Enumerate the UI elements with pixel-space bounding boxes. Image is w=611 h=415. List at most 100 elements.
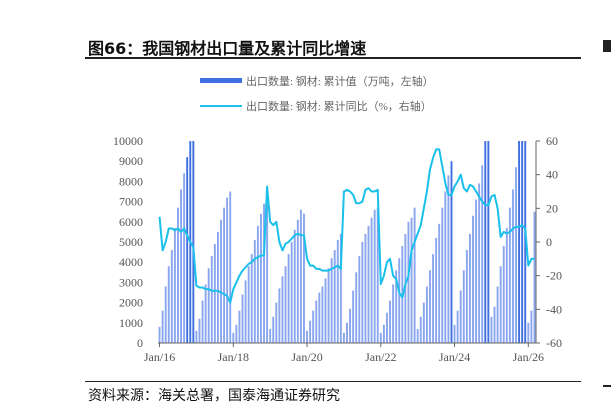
bar <box>321 286 324 343</box>
left-tick-label: 0 <box>137 336 143 350</box>
bar <box>281 276 284 343</box>
bar <box>226 197 229 343</box>
bar <box>244 280 247 343</box>
bar <box>496 286 499 343</box>
x-tick-label: Jan/26 <box>513 350 544 364</box>
bar <box>272 316 275 343</box>
x-tick-label: Jan/16 <box>144 350 175 364</box>
right-tick-label: 0 <box>546 235 552 249</box>
bar <box>229 191 232 343</box>
bar <box>333 250 336 343</box>
bar <box>186 157 189 343</box>
bar <box>256 225 259 343</box>
bar <box>299 209 302 343</box>
left-tick-label: 5000 <box>119 235 143 249</box>
bar <box>410 217 413 343</box>
bar <box>502 246 505 343</box>
x-tick-label: Jan/20 <box>291 350 322 364</box>
bar <box>309 320 312 343</box>
bar <box>429 270 431 343</box>
bar <box>164 286 167 343</box>
bar <box>352 290 355 343</box>
bar <box>201 300 204 343</box>
bar <box>364 233 367 343</box>
bar <box>490 316 493 343</box>
bar <box>441 207 444 343</box>
bar <box>346 322 348 343</box>
bar <box>419 316 422 343</box>
bar <box>432 254 435 343</box>
bar <box>438 223 441 343</box>
bar <box>376 207 379 343</box>
bar <box>481 165 484 343</box>
bar <box>177 207 179 343</box>
bar <box>238 310 241 343</box>
bar <box>487 141 490 343</box>
bar <box>250 254 253 343</box>
bar <box>386 312 388 343</box>
bar <box>373 209 376 343</box>
bar <box>241 294 244 343</box>
bar <box>484 141 487 343</box>
bar <box>275 302 278 343</box>
bar <box>318 292 321 343</box>
bar <box>527 322 530 343</box>
bar <box>512 189 514 343</box>
right-tick-label: -60 <box>546 336 562 350</box>
legend-label-line: 出口数量: 钢材: 累计同比（%，右轴） <box>246 99 432 113</box>
bar <box>478 183 481 343</box>
bar <box>303 213 305 343</box>
bar <box>493 306 496 343</box>
line-series <box>158 148 535 304</box>
bar <box>413 207 416 343</box>
bar <box>290 242 293 343</box>
bar <box>339 233 342 343</box>
bar <box>382 324 385 343</box>
bar <box>518 141 521 343</box>
bar <box>379 332 382 343</box>
right-tick-label: 20 <box>546 201 558 215</box>
bar <box>266 203 269 343</box>
bar <box>213 244 216 343</box>
bar <box>462 270 465 343</box>
bar <box>253 239 256 343</box>
bar <box>508 207 511 343</box>
bar <box>223 207 226 343</box>
bar <box>425 286 428 343</box>
bar <box>533 211 536 343</box>
x-tick-label: Jan/22 <box>365 350 396 364</box>
bar <box>444 191 447 343</box>
bar <box>263 203 265 343</box>
bar <box>293 229 296 343</box>
bar <box>398 258 401 343</box>
bar <box>195 330 198 343</box>
left-tick-label: 8000 <box>119 174 143 188</box>
bar <box>287 254 290 343</box>
source-note: 资料来源：海关总署，国泰海通证券研究 <box>88 388 340 404</box>
bar <box>173 227 176 343</box>
legend-swatch-bar <box>200 78 242 83</box>
bar <box>499 266 502 343</box>
bar <box>278 288 281 343</box>
bar <box>312 310 315 343</box>
bar <box>349 308 352 343</box>
bar <box>515 167 517 343</box>
bar <box>315 300 318 343</box>
right-tick-label: 40 <box>546 168 558 182</box>
bar <box>260 213 262 343</box>
bar <box>465 250 468 343</box>
bar <box>422 302 425 343</box>
bar <box>342 332 345 343</box>
bar <box>521 141 524 343</box>
bar <box>161 310 164 343</box>
bar <box>407 221 410 343</box>
right-tick-label: 60 <box>546 134 558 148</box>
bar <box>450 161 453 343</box>
bar <box>456 310 459 343</box>
chart-title: 图66：我国钢材出口量及累计同比增速 <box>88 39 367 58</box>
bar <box>192 141 195 343</box>
bar <box>530 310 533 343</box>
bar <box>355 272 358 343</box>
bar <box>524 141 527 343</box>
